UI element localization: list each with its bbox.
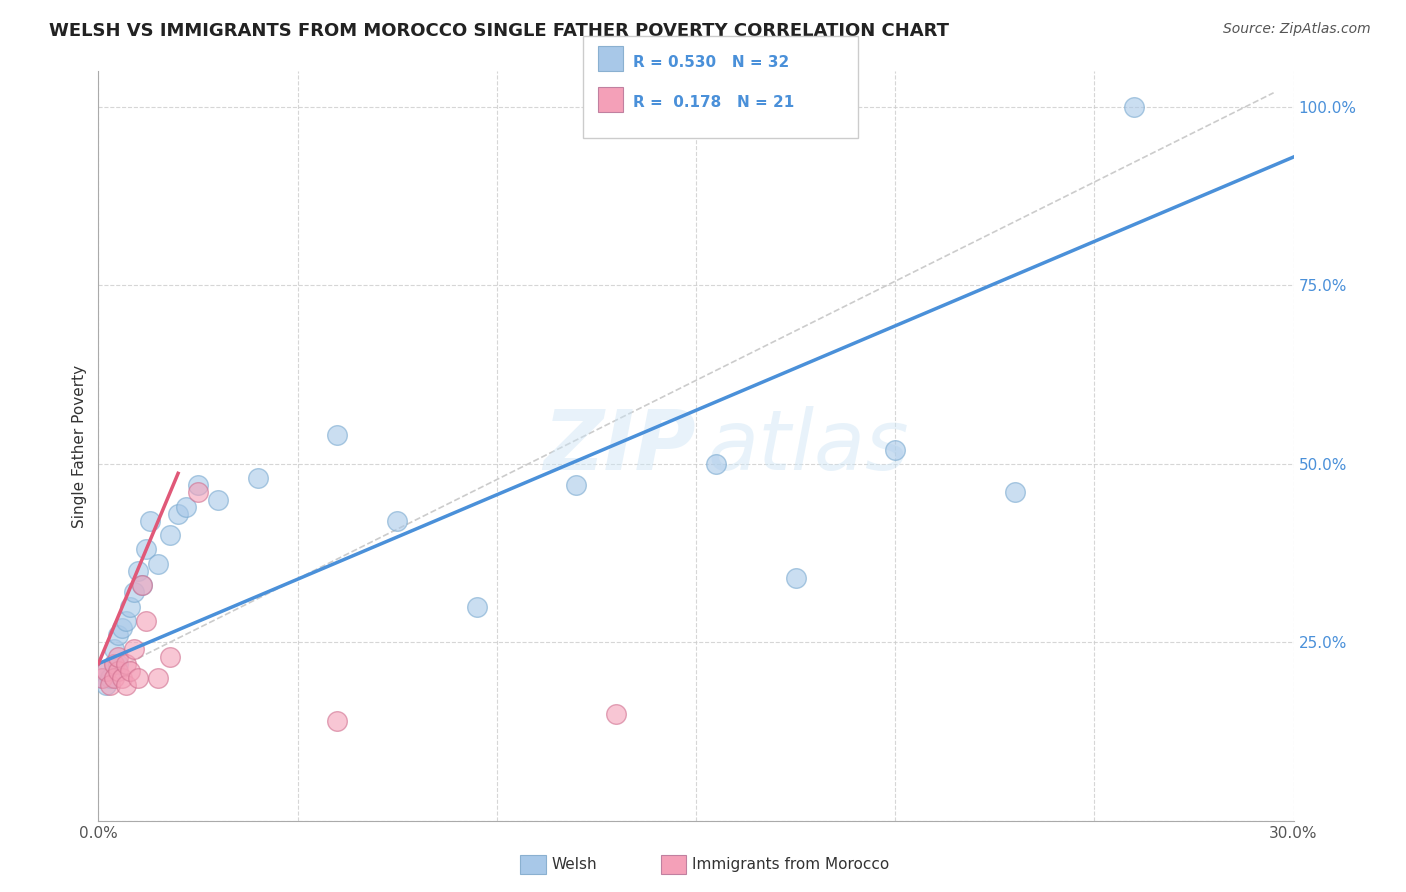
Point: [127, 671, 149, 685]
Point: [605, 706, 627, 721]
Text: R = 0.530   N = 32: R = 0.530 N = 32: [633, 55, 789, 70]
Point: [465, 599, 488, 614]
Text: Welsh: Welsh: [551, 857, 596, 871]
Point: [385, 514, 409, 528]
Point: [187, 485, 209, 500]
Point: [96, 678, 118, 692]
Point: [111, 621, 134, 635]
Point: [120, 599, 142, 614]
Point: [103, 671, 125, 685]
Point: [785, 571, 807, 585]
Point: [159, 649, 181, 664]
Point: [326, 428, 349, 442]
Point: [704, 457, 727, 471]
Point: [565, 478, 588, 492]
Text: Immigrants from Morocco: Immigrants from Morocco: [692, 857, 889, 871]
Point: [139, 514, 162, 528]
Point: [120, 664, 142, 678]
Text: Source: ZipAtlas.com: Source: ZipAtlas.com: [1223, 22, 1371, 37]
Point: [103, 657, 125, 671]
Point: [127, 564, 149, 578]
Text: R =  0.178   N = 21: R = 0.178 N = 21: [633, 95, 794, 111]
Point: [103, 657, 125, 671]
Text: ZIP: ZIP: [543, 406, 696, 486]
Point: [111, 671, 134, 685]
Point: [98, 678, 122, 692]
Point: [167, 507, 190, 521]
Point: [91, 671, 114, 685]
Point: [107, 664, 129, 678]
Point: [107, 649, 129, 664]
Point: [326, 714, 349, 728]
Text: atlas: atlas: [709, 406, 910, 486]
Point: [1123, 100, 1146, 114]
Point: [115, 657, 138, 671]
Point: [884, 442, 907, 457]
Point: [131, 578, 153, 592]
Point: [124, 585, 146, 599]
Point: [135, 614, 157, 628]
Point: [246, 471, 269, 485]
Point: [1004, 485, 1026, 500]
Point: [103, 642, 125, 657]
Point: [131, 578, 153, 592]
Point: [107, 628, 129, 642]
Point: [159, 528, 181, 542]
Point: [174, 500, 197, 514]
Point: [187, 478, 209, 492]
Point: [148, 557, 170, 571]
Point: [626, 100, 648, 114]
Point: [115, 614, 138, 628]
Point: [148, 671, 170, 685]
Point: [207, 492, 229, 507]
Text: WELSH VS IMMIGRANTS FROM MOROCCO SINGLE FATHER POVERTY CORRELATION CHART: WELSH VS IMMIGRANTS FROM MOROCCO SINGLE …: [49, 22, 949, 40]
Y-axis label: Single Father Poverty: Single Father Poverty: [72, 365, 87, 527]
Point: [124, 642, 146, 657]
Point: [135, 542, 157, 557]
Point: [96, 664, 118, 678]
Point: [91, 671, 114, 685]
Point: [107, 657, 129, 671]
Point: [96, 664, 118, 678]
Point: [115, 678, 138, 692]
Point: [98, 671, 122, 685]
